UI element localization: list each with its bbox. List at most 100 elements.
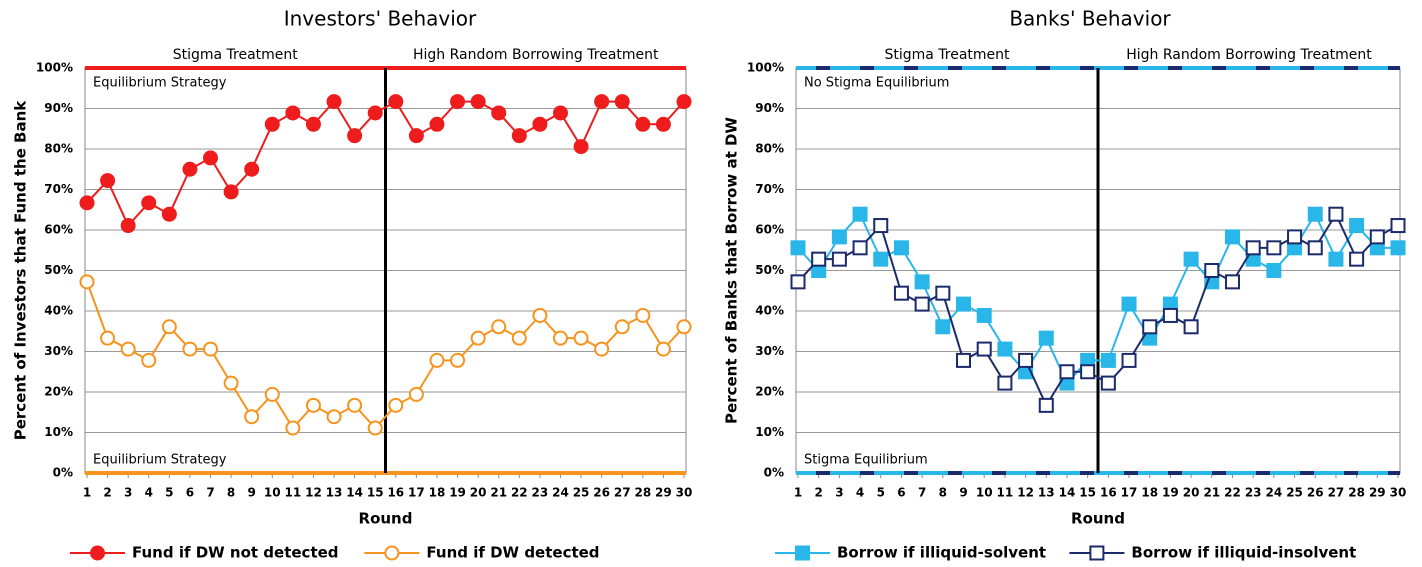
marker xyxy=(1121,296,1137,312)
x-tick-label: 26 xyxy=(593,486,610,500)
marker xyxy=(935,285,951,301)
x-tick-label: 3 xyxy=(124,486,132,500)
x-tick-label: 7 xyxy=(918,486,926,500)
marker xyxy=(573,330,589,346)
equilibrium-label: Equilibrium Strategy xyxy=(93,453,227,468)
y-tick-label: 90% xyxy=(44,101,73,115)
y-axis-label: Percent of Banks that Borrow at DW xyxy=(723,117,741,424)
marker xyxy=(100,330,116,346)
x-tick-label: 1 xyxy=(83,486,91,500)
x-tick-label: 5 xyxy=(877,486,885,500)
x-tick-label: 14 xyxy=(1059,486,1076,500)
x-tick-label: 24 xyxy=(1266,486,1283,500)
marker xyxy=(305,397,321,413)
marker xyxy=(1224,274,1240,290)
marker xyxy=(614,94,630,110)
x-tick-label: 27 xyxy=(1328,486,1345,500)
marker xyxy=(429,116,445,132)
marker xyxy=(203,150,219,166)
y-axis-label: Percent of Investors that Fund the Bank xyxy=(12,100,30,441)
x-tick-label: 2 xyxy=(103,486,111,500)
marker xyxy=(1287,229,1303,245)
treatment-label: High Random Borrowing Treatment xyxy=(1126,47,1372,63)
x-tick-label: 18 xyxy=(429,486,446,500)
legend-marker xyxy=(1089,545,1105,561)
x-tick-label: 30 xyxy=(676,486,693,500)
x-tick-label: 21 xyxy=(1203,486,1220,500)
y-tick-label: 60% xyxy=(755,223,784,237)
marker xyxy=(976,341,992,357)
marker xyxy=(552,105,568,121)
x-tick-label: 8 xyxy=(939,486,947,500)
marker xyxy=(326,409,342,425)
marker xyxy=(852,240,868,256)
treatment-label: High Random Borrowing Treatment xyxy=(413,47,659,63)
marker xyxy=(347,128,363,144)
marker xyxy=(1224,229,1240,245)
marker xyxy=(935,319,951,335)
marker xyxy=(141,195,157,211)
marker xyxy=(1038,330,1054,346)
x-tick-label: 9 xyxy=(959,486,967,500)
marker xyxy=(1245,240,1261,256)
marker xyxy=(450,94,466,110)
x-tick-label: 18 xyxy=(1141,486,1158,500)
marker xyxy=(264,386,280,402)
x-tick-label: 6 xyxy=(186,486,194,500)
marker xyxy=(893,285,909,301)
x-tick-label: 1 xyxy=(794,486,802,500)
marker xyxy=(408,128,424,144)
marker xyxy=(532,116,548,132)
marker xyxy=(450,352,466,368)
marker xyxy=(1204,263,1220,278)
marker xyxy=(285,420,301,436)
x-tick-label: 12 xyxy=(1017,486,1034,500)
marker xyxy=(1369,229,1385,245)
y-tick-label: 0% xyxy=(764,466,784,480)
marker xyxy=(347,397,363,413)
y-tick-label: 40% xyxy=(755,304,784,318)
x-tick-label: 11 xyxy=(997,486,1014,500)
marker xyxy=(532,307,548,323)
x-tick-label: 21 xyxy=(490,486,507,500)
y-tick-label: 20% xyxy=(44,385,73,399)
marker xyxy=(223,184,239,200)
y-tick-label: 30% xyxy=(755,344,784,358)
marker xyxy=(1059,364,1075,380)
marker xyxy=(120,218,136,234)
y-tick-label: 90% xyxy=(755,101,784,115)
marker xyxy=(470,330,486,346)
marker xyxy=(1080,364,1096,380)
marker xyxy=(655,341,671,357)
y-tick-label: 100% xyxy=(36,61,73,75)
marker xyxy=(1142,319,1158,335)
marker xyxy=(594,94,610,110)
marker xyxy=(161,319,177,335)
marker xyxy=(956,352,972,368)
x-tick-label: 23 xyxy=(1245,486,1262,500)
x-tick-label: 20 xyxy=(470,486,487,500)
x-tick-label: 22 xyxy=(511,486,528,500)
y-tick-label: 10% xyxy=(755,425,784,439)
marker xyxy=(1100,375,1116,391)
x-tick-label: 17 xyxy=(1121,486,1138,500)
marker xyxy=(511,128,527,144)
marker xyxy=(1018,352,1034,368)
marker xyxy=(141,352,157,368)
marker xyxy=(1349,251,1365,267)
marker xyxy=(552,330,568,346)
treatment-label: Stigma Treatment xyxy=(173,47,299,63)
y-tick-label: 0% xyxy=(53,466,73,480)
x-tick-label: 20 xyxy=(1183,486,1200,500)
marker xyxy=(635,116,651,132)
x-tick-label: 24 xyxy=(552,486,569,500)
marker xyxy=(285,105,301,121)
x-tick-label: 2 xyxy=(815,486,823,500)
marker xyxy=(1328,206,1344,222)
marker xyxy=(873,251,889,267)
marker xyxy=(1183,251,1199,267)
x-tick-label: 29 xyxy=(655,486,672,500)
x-tick-label: 4 xyxy=(856,486,864,500)
marker xyxy=(655,116,671,132)
